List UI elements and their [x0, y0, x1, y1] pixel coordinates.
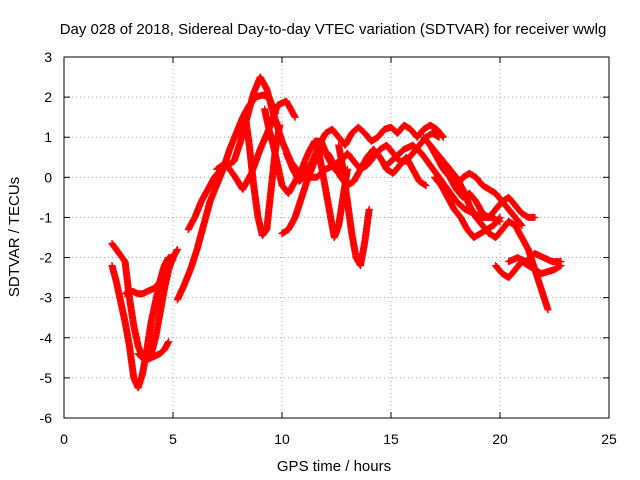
series-t13 — [335, 141, 373, 270]
data-point — [173, 246, 181, 253]
x-tick-label: 15 — [383, 431, 399, 447]
data-point — [439, 133, 447, 141]
data-point — [169, 256, 177, 264]
data-point — [422, 181, 430, 189]
y-tick-label: -5 — [40, 370, 53, 386]
y-axis-label: SDTVAR / TECUs — [6, 177, 23, 297]
x-tick-label: 25 — [601, 431, 617, 447]
y-tick-label: -1 — [40, 209, 53, 225]
x-tick-label: 10 — [274, 431, 290, 447]
data-point — [557, 258, 565, 266]
y-tick-label: 3 — [44, 49, 52, 65]
data-markers — [108, 73, 565, 392]
series-t20 — [505, 250, 565, 266]
series-t19 — [492, 258, 565, 282]
plot-frame — [63, 56, 610, 419]
series-t18 — [452, 169, 526, 229]
data-point — [291, 113, 299, 121]
data-point — [544, 306, 552, 314]
series-t5 — [173, 91, 279, 304]
data-point — [165, 338, 173, 346]
y-tick-label: -3 — [40, 290, 53, 306]
series-t3 — [121, 256, 177, 298]
x-tick-label: 20 — [492, 431, 508, 447]
y-tick-label: 2 — [44, 89, 52, 105]
series-t4 — [134, 338, 173, 364]
x-tick-label: 0 — [60, 431, 68, 447]
data-point — [531, 213, 539, 221]
series-t17 — [431, 173, 504, 241]
x-tick-label: 5 — [169, 431, 177, 447]
data-point — [518, 222, 526, 229]
data-point — [276, 121, 284, 129]
chart-title: Day 028 of 2018, Sidereal Day-to-day VTE… — [60, 21, 607, 38]
data-point — [365, 205, 373, 213]
x-axis-label: GPS time / hours — [277, 458, 391, 475]
y-tick-label: 0 — [44, 169, 52, 185]
y-tick-label: -4 — [40, 330, 53, 346]
y-tick-label: -6 — [40, 410, 53, 426]
axis-ticks: 0 5 10 15 20 25 -6 -5 -4 -3 -2 -1 0 1 2 3 — [40, 49, 617, 447]
y-tick-label: -2 — [40, 250, 53, 266]
data-point — [496, 213, 504, 221]
y-tick-label: 1 — [44, 129, 52, 145]
